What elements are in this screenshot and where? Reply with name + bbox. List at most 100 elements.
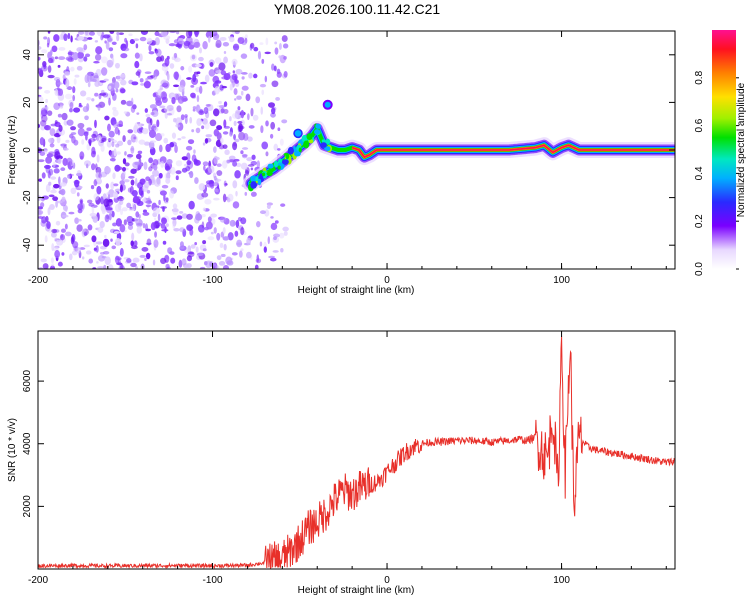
noise-speck (197, 212, 201, 220)
noise-speck (218, 62, 226, 71)
noise-speck (96, 134, 102, 144)
noise-speck (87, 224, 93, 231)
noise-speck (119, 180, 125, 186)
noise-speck (64, 223, 68, 230)
noise-speck (189, 170, 194, 179)
noise-speck (60, 228, 66, 233)
noise-speck (270, 216, 274, 219)
noise-speck (47, 138, 55, 144)
noise-speck (74, 179, 80, 188)
noise-speck (260, 106, 264, 115)
noise-speck (85, 163, 89, 169)
noise-speck (198, 183, 206, 191)
noise-speck (158, 199, 161, 206)
noise-speck (58, 34, 65, 40)
noise-speck (66, 157, 73, 167)
noise-speck (166, 112, 173, 116)
noise-speck (163, 108, 169, 112)
noise-speck (99, 220, 105, 228)
noise-speck (111, 139, 118, 144)
noise-speck (257, 50, 262, 60)
noise-speck (148, 140, 155, 150)
noise-speck (154, 37, 160, 46)
noise-speck (274, 47, 279, 55)
noise-speck (144, 197, 152, 204)
noise-speck (196, 71, 201, 75)
noise-speck (223, 101, 228, 107)
noise-speck (202, 41, 208, 50)
noise-speck (76, 192, 80, 197)
signal-blob (303, 140, 310, 149)
noise-speck (108, 97, 111, 106)
noise-speck (77, 122, 85, 129)
noise-speck (129, 185, 134, 195)
noise-speck (162, 206, 165, 212)
noise-speck (67, 173, 74, 177)
noise-speck (81, 139, 85, 145)
noise-speck (136, 112, 140, 115)
noise-speck (95, 171, 101, 179)
noise-speck (196, 95, 200, 103)
noise-speck (222, 236, 230, 241)
noise-speck (202, 240, 207, 245)
noise-speck (218, 100, 222, 105)
noise-speck (265, 151, 269, 157)
noise-speck (201, 125, 205, 130)
noise-speck (61, 112, 68, 121)
noise-speck (60, 167, 66, 171)
noise-speck (109, 31, 115, 34)
noise-speck (235, 68, 243, 75)
noise-speck (168, 43, 176, 47)
noise-speck (41, 216, 47, 224)
noise-speck (130, 179, 135, 186)
noise-speck (50, 49, 53, 56)
noise-speck (47, 65, 52, 73)
noise-speck (192, 73, 197, 83)
signal-blob (262, 167, 267, 172)
noise-speck (122, 169, 126, 178)
noise-speck (83, 56, 88, 62)
noise-speck (228, 155, 236, 161)
noise-speck (165, 223, 169, 227)
noise-speck (188, 31, 193, 37)
noise-speck (112, 172, 116, 180)
noise-speck (253, 73, 258, 79)
noise-speck (69, 133, 74, 139)
noise-speck (153, 127, 159, 132)
noise-speck (66, 87, 73, 90)
noise-speck (282, 43, 289, 49)
noise-speck (95, 46, 103, 55)
noise-speck (111, 41, 117, 45)
noise-speck (137, 182, 144, 189)
noise-speck (120, 99, 127, 105)
noise-speck (267, 236, 270, 245)
noise-speck (156, 89, 162, 98)
noise-speck (216, 255, 222, 261)
noise-speck (115, 218, 122, 227)
noise-speck (280, 203, 286, 207)
noise-speck (142, 223, 146, 229)
noise-speck (50, 176, 57, 180)
noise-speck (152, 72, 158, 80)
noise-speck (46, 153, 54, 158)
noise-speck (205, 31, 213, 39)
noise-speck (59, 233, 66, 241)
noise-speck (191, 54, 196, 60)
signal-blob (314, 129, 321, 135)
noise-speck (42, 263, 49, 269)
noise-speck (88, 258, 94, 264)
noise-speck (123, 111, 128, 114)
noise-speck (244, 34, 248, 39)
signal-blob (315, 123, 321, 129)
noise-speck (130, 105, 136, 113)
noise-speck (165, 177, 171, 184)
noise-speck (57, 64, 61, 68)
noise-speck (114, 255, 120, 264)
noise-speck (137, 150, 143, 155)
noise-speck (261, 58, 265, 64)
noise-speck (131, 245, 138, 250)
noise-speck (183, 163, 188, 167)
signal-blob (261, 172, 266, 177)
noise-speck (46, 42, 50, 48)
noise-speck (232, 141, 238, 151)
